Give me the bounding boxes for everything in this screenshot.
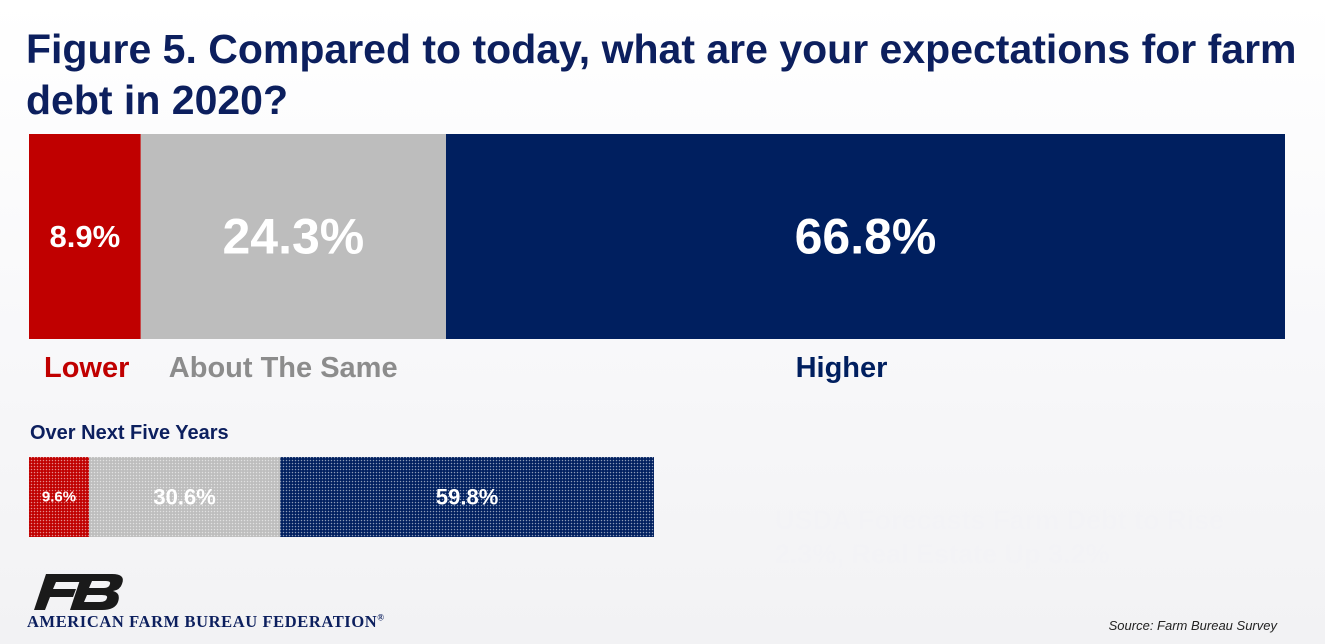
main-category-labels: Lower About The Same Higher (44, 352, 887, 384)
five-year-bar-pattern-higher (280, 457, 654, 537)
source-note: Source: Farm Bureau Survey (1108, 618, 1277, 633)
main-stacked-bar: 8.9% 24.3% 66.8% (29, 134, 1285, 339)
value-label-about-the-same: 24.3% (222, 209, 364, 265)
background-headline: USDA Forecasts Farm Debt to Rise 2.3%, R… (775, 505, 1225, 569)
category-label-about-the-same: About The Same (169, 352, 398, 384)
fb-logo-icon (26, 572, 126, 617)
bar-segment-lower (29, 134, 141, 339)
bar-segment-about-the-same (140, 134, 446, 339)
chart-title: Figure 5. Compared to today, what are yo… (26, 26, 1297, 123)
value-label-lower: 8.9% (50, 219, 121, 254)
category-label-higher: Higher (796, 352, 888, 384)
five-year-value-label-about-the-same: 30.6% (153, 485, 215, 510)
five-year-bar-pattern-about-the-same (89, 457, 281, 537)
org-name: AMERICAN FARM BUREAU FEDERATION® (27, 612, 385, 632)
five-year-stacked-bar: 9.6% 30.6% 59.8% (29, 457, 654, 537)
five-year-value-label-higher: 59.8% (436, 485, 498, 510)
five-year-value-label-lower: 9.6% (42, 489, 76, 506)
category-label-lower: Lower (44, 352, 129, 384)
five-year-chart-title: Over Next Five Years (30, 422, 229, 444)
registered-mark: ® (377, 612, 385, 623)
org-name-text: AMERICAN FARM BUREAU FEDERATION (27, 612, 378, 631)
five-year-bar-pattern-lower (29, 457, 89, 537)
value-label-higher: 66.8% (795, 209, 937, 265)
bar-segment-higher (445, 134, 1285, 339)
